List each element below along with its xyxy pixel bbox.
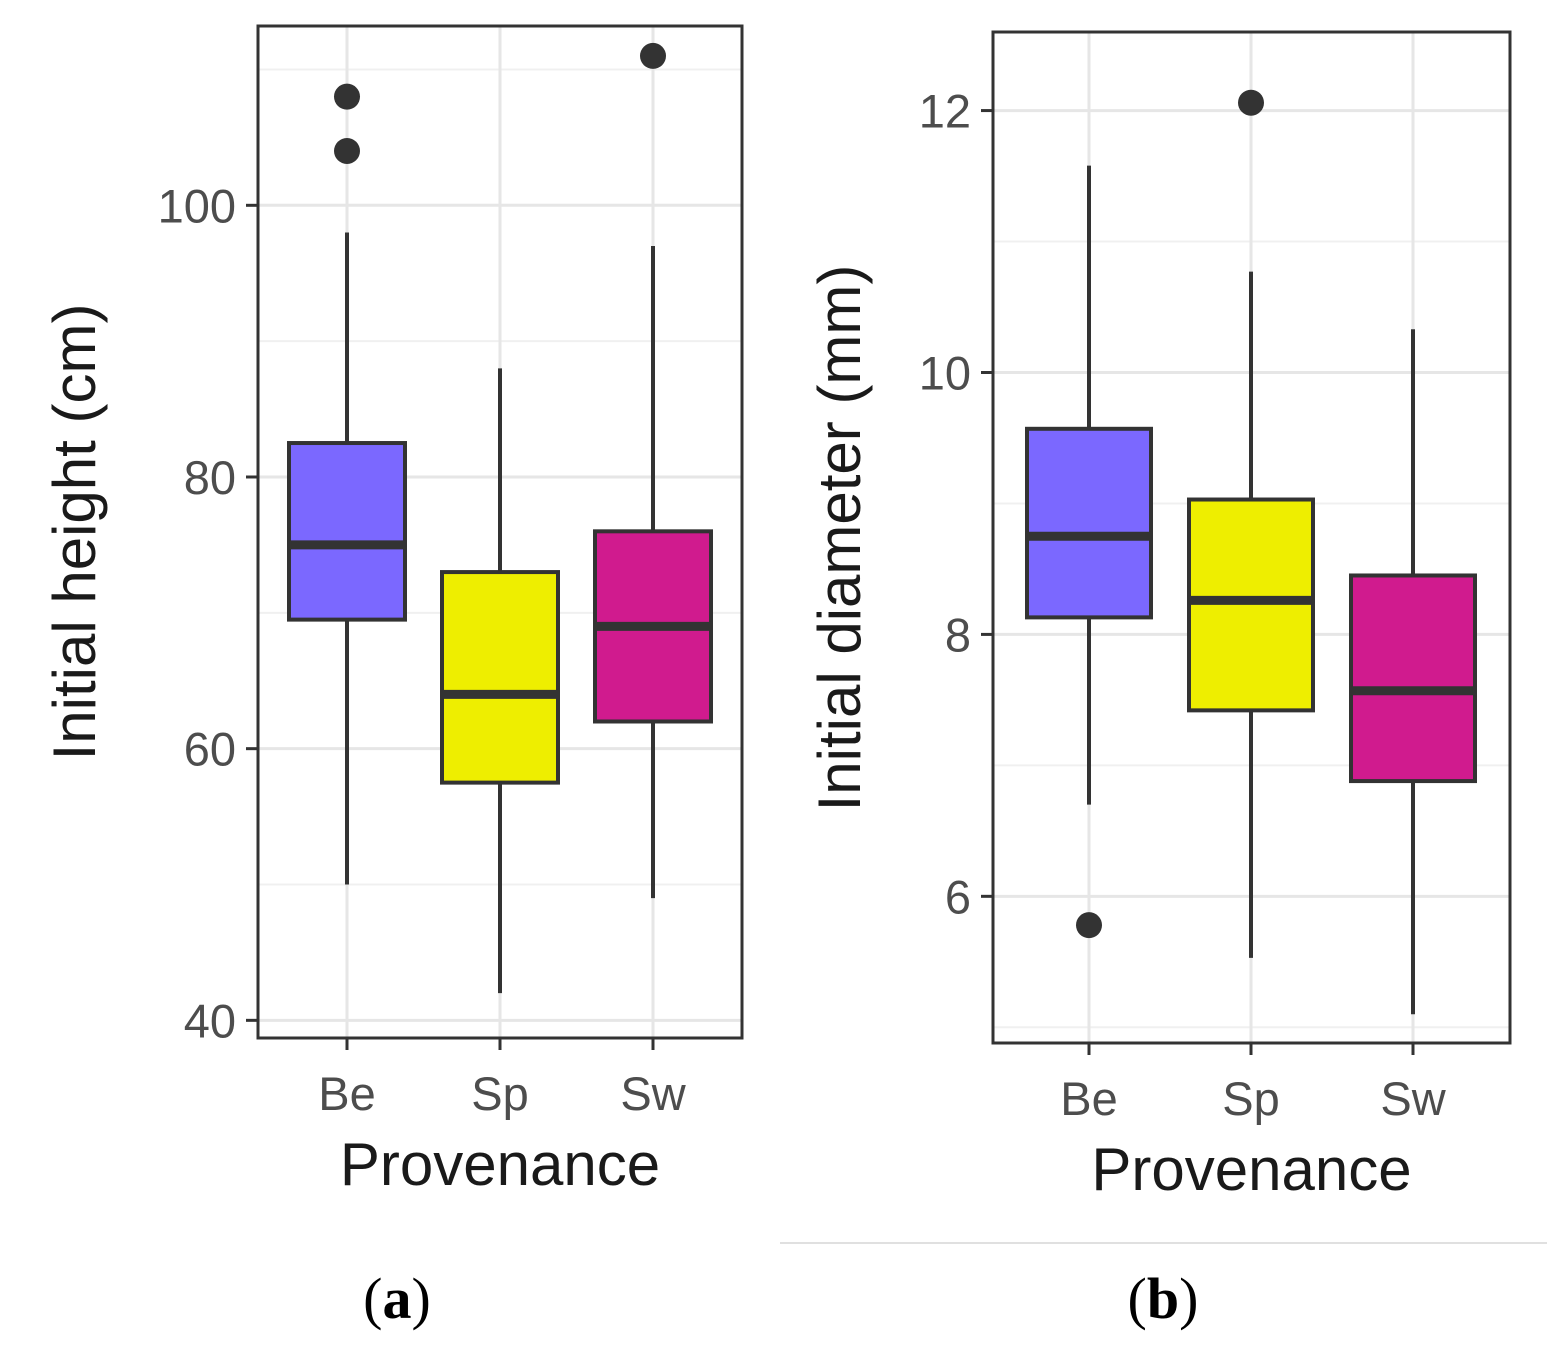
box-body — [440, 570, 560, 785]
box-body — [1025, 426, 1153, 620]
x-axis-title-b: Provenance — [1091, 1136, 1411, 1203]
panel-label-b: (b) — [1128, 1266, 1199, 1331]
box-a-sw — [593, 42, 713, 899]
box-b-be — [1025, 165, 1153, 939]
y-tick-label: 10 — [919, 346, 971, 399]
box-a-sp — [440, 368, 560, 994]
panel-label-a: (a) — [363, 1266, 431, 1331]
chart-a-height: 40 60 80 100 Be Sp Sw Provenance Initial height … — [41, 24, 744, 1198]
y-tick-label: 60 — [184, 723, 236, 776]
y-tick-label: 6 — [945, 870, 971, 923]
outlier-point — [334, 83, 360, 110]
x-tick-label: Be — [318, 1067, 376, 1120]
outlier-point — [1238, 89, 1264, 116]
box-body — [1349, 573, 1477, 784]
x-axis-title-a: Provenance — [340, 1131, 660, 1198]
outlier-point — [1076, 912, 1102, 939]
box-body — [1187, 497, 1315, 713]
x-tick-label: Be — [1060, 1072, 1118, 1125]
x-tick-label: Sw — [620, 1067, 686, 1120]
outlier-point — [334, 137, 360, 164]
chart-b-diameter: 6 8 10 12 Be Sp Sw Provenance Initial diameter (… — [806, 30, 1512, 1203]
outlier-point — [640, 42, 666, 69]
y-axis-title-a: Initial height (cm) — [41, 304, 108, 761]
box-b-sp — [1187, 89, 1315, 958]
x-tick-label: Sp — [471, 1067, 529, 1120]
box-body — [287, 441, 407, 622]
y-tick-label: 100 — [158, 179, 236, 232]
x-tick-label: Sw — [1380, 1072, 1446, 1125]
y-tick-label: 40 — [184, 994, 236, 1047]
y-tick-label: 80 — [184, 451, 236, 504]
box-b-sw — [1349, 329, 1477, 1015]
y-axis-title-b: Initial diameter (mm) — [806, 265, 873, 812]
x-tick-label: Sp — [1222, 1072, 1280, 1125]
box-a-be — [287, 83, 407, 885]
y-tick-label: 8 — [945, 608, 971, 661]
y-tick-label: 12 — [919, 85, 971, 138]
